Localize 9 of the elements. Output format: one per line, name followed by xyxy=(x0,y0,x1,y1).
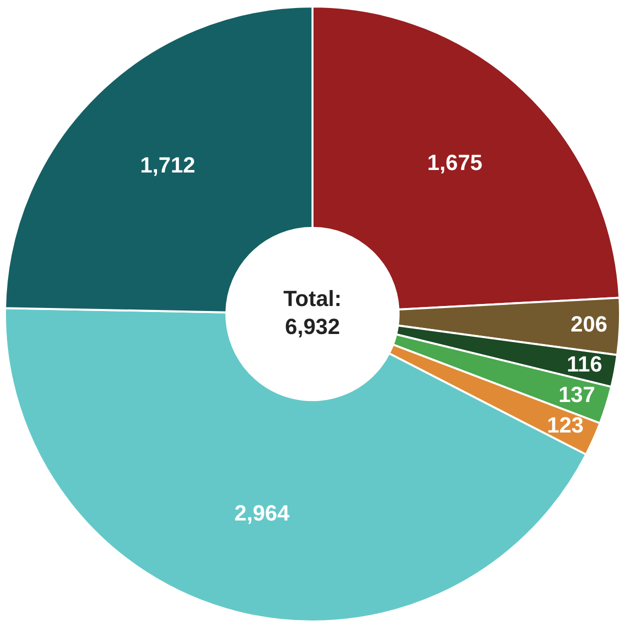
text: 6,932 xyxy=(284,314,340,340)
data-label: 137 xyxy=(558,382,596,408)
data-label: 2,964 xyxy=(234,500,290,526)
data-label: 206 xyxy=(570,311,608,336)
data-label: 1,712 xyxy=(140,152,196,178)
data-label: 1,675 xyxy=(427,150,482,176)
text: Total: xyxy=(283,286,342,312)
data-label: 116 xyxy=(566,351,602,376)
data-label: 123 xyxy=(546,412,584,438)
